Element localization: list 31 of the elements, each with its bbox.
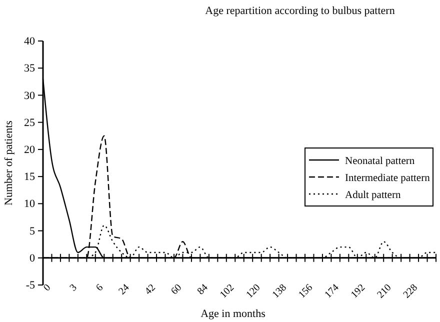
legend-label: Neonatal pattern	[345, 156, 416, 167]
y-tick-label: 5	[30, 225, 36, 238]
x-tick-label: 228	[401, 282, 420, 301]
x-tick-label: 60	[169, 282, 184, 298]
x-tick-label: 174	[322, 282, 342, 301]
x-tick-label: 210	[375, 282, 394, 301]
y-tick-label: 15	[24, 171, 36, 184]
x-tick-label: 3	[68, 282, 80, 294]
chart-title: Age repartition according to bulbus pattern	[205, 5, 396, 17]
x-axis-title: Age in months	[200, 308, 266, 320]
y-tick-label: 10	[24, 198, 36, 210]
x-tick-label: 6	[94, 282, 106, 294]
x-tick-label: 102	[218, 282, 236, 301]
x-tick-label: 156	[296, 282, 316, 301]
x-tick-label: 138	[270, 282, 289, 301]
y-tick-label: 30	[24, 90, 36, 102]
x-tick-label: 120	[244, 282, 263, 301]
x-tick-label: 0	[42, 282, 54, 294]
y-tick-label: 20	[24, 144, 36, 156]
x-tick-label: 24	[116, 282, 132, 298]
y-tick-label: 0	[30, 252, 36, 264]
y-tick-label: 35	[24, 62, 36, 75]
y-axis-title: Number of patients	[3, 120, 15, 206]
y-tick-label: 25	[24, 116, 36, 129]
legend-label: Intermediate pattern	[345, 173, 431, 184]
x-tick-label: 192	[349, 282, 368, 301]
y-tick-label: 40	[24, 36, 36, 48]
x-tick-label: 42	[143, 282, 158, 298]
x-tick-label: 84	[195, 282, 210, 298]
y-tick-label: -5	[26, 280, 36, 292]
legend-label: Adult pattern	[345, 190, 402, 201]
